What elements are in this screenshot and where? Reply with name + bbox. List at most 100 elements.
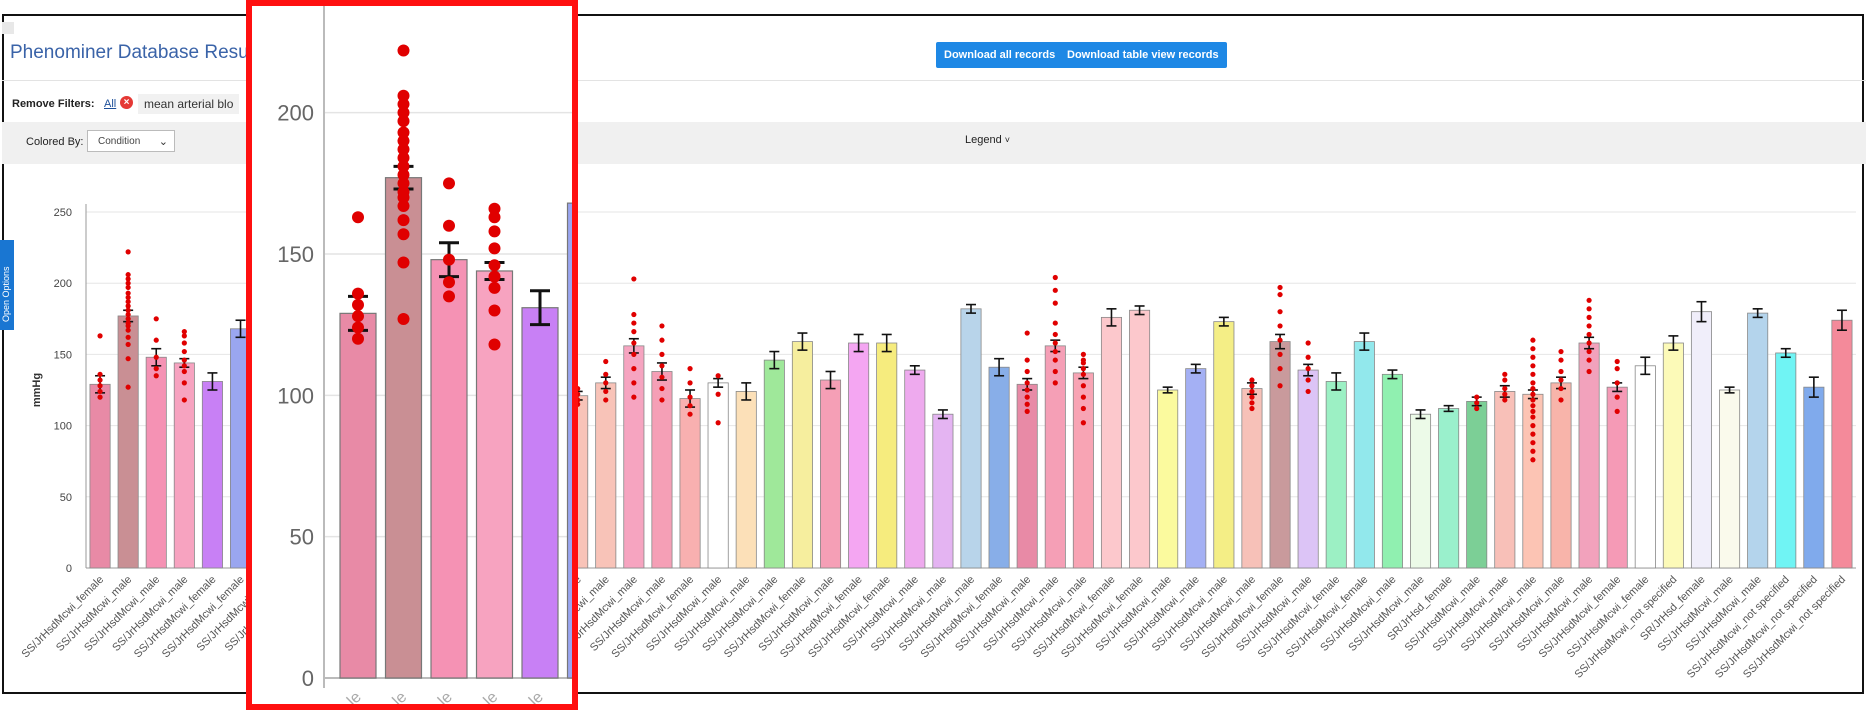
close-circle-icon[interactable]: × xyxy=(120,96,133,109)
data-point xyxy=(1530,346,1536,352)
data-point xyxy=(1080,394,1086,400)
data-point xyxy=(397,106,410,119)
bar xyxy=(932,413,954,569)
data-point xyxy=(181,348,187,355)
bar xyxy=(89,383,111,569)
data-point xyxy=(1530,457,1536,463)
data-point xyxy=(352,321,364,334)
data-point xyxy=(603,388,609,395)
data-point xyxy=(125,303,131,309)
data-point xyxy=(181,368,187,375)
data-point xyxy=(1052,300,1058,306)
bar xyxy=(1634,365,1656,569)
x-tick-label: le xyxy=(344,689,365,704)
data-point xyxy=(181,357,187,363)
filter-chip[interactable]: mean arterial blo xyxy=(138,94,240,114)
data-point xyxy=(631,329,637,335)
data-point xyxy=(125,294,131,301)
data-point xyxy=(125,307,131,313)
data-point xyxy=(603,371,609,377)
data-point xyxy=(1586,331,1592,338)
bar xyxy=(960,308,982,569)
data-point xyxy=(1530,440,1536,446)
data-point xyxy=(1249,400,1255,406)
bar xyxy=(1438,408,1460,569)
data-point xyxy=(1277,309,1283,315)
data-point xyxy=(97,333,103,339)
remove-filters-label: Remove Filters: xyxy=(12,98,95,110)
data-point xyxy=(1052,331,1058,338)
data-point xyxy=(1052,348,1058,355)
data-point xyxy=(1249,383,1255,389)
data-point xyxy=(631,311,637,318)
data-point xyxy=(1558,368,1564,375)
legend-toggle[interactable]: Legend ˅ xyxy=(965,134,1010,146)
data-point xyxy=(1558,357,1564,363)
data-point xyxy=(153,366,159,372)
data-point xyxy=(125,272,131,278)
download-all-button[interactable]: Download all records xyxy=(936,42,1064,68)
bar xyxy=(117,315,139,569)
data-point xyxy=(352,287,364,300)
data-point xyxy=(1530,423,1536,429)
data-point xyxy=(715,373,721,379)
data-point xyxy=(125,320,131,326)
bar xyxy=(1522,393,1544,569)
data-point xyxy=(1614,380,1620,386)
data-point xyxy=(1614,394,1620,400)
bar xyxy=(201,381,223,569)
data-point xyxy=(397,134,410,147)
data-point xyxy=(1080,357,1086,363)
bar xyxy=(595,382,617,569)
open-options-tab[interactable]: Open Options xyxy=(0,240,14,330)
data-point xyxy=(1530,380,1536,386)
chevron-down-icon: ˅ xyxy=(1004,135,1011,145)
bar xyxy=(1241,388,1263,569)
data-point xyxy=(659,351,665,357)
bar xyxy=(145,356,167,569)
data-point xyxy=(631,351,637,357)
data-point xyxy=(631,320,637,326)
data-point xyxy=(397,228,410,241)
download-table-button[interactable]: Download table view records xyxy=(1059,42,1227,68)
data-point xyxy=(659,374,665,380)
data-point xyxy=(1530,448,1536,454)
data-point xyxy=(153,337,159,343)
bar xyxy=(1662,342,1684,569)
data-point xyxy=(1474,400,1480,406)
data-point xyxy=(1052,340,1058,346)
y-tick-label: 100 xyxy=(54,421,72,433)
data-point xyxy=(1080,366,1086,372)
data-point xyxy=(631,380,637,386)
data-point xyxy=(1052,320,1058,326)
data-point xyxy=(1277,366,1283,372)
data-point xyxy=(1586,323,1592,329)
data-point xyxy=(1024,330,1030,336)
data-point xyxy=(1530,391,1536,397)
data-point xyxy=(603,380,609,386)
filter-all-link[interactable]: All xyxy=(104,98,117,110)
data-point xyxy=(97,394,103,400)
data-point xyxy=(1249,377,1255,383)
y-tick-label: 200 xyxy=(277,101,314,126)
data-point xyxy=(631,276,637,282)
colored-by-select[interactable]: Condition ⌄ xyxy=(87,130,175,152)
data-point xyxy=(1530,337,1536,343)
x-tick-label: le xyxy=(481,689,502,704)
data-point xyxy=(125,334,131,340)
bar xyxy=(173,362,195,569)
data-point xyxy=(97,388,103,395)
legend-label: Legend xyxy=(965,134,1002,146)
data-point xyxy=(1558,397,1564,403)
data-point xyxy=(1024,357,1030,363)
data-point xyxy=(488,304,501,317)
data-point xyxy=(1080,371,1086,377)
window-corner xyxy=(2,22,14,34)
y-tick-label: 200 xyxy=(54,278,72,290)
data-point xyxy=(397,98,410,111)
data-point xyxy=(1474,405,1480,412)
data-point xyxy=(603,397,609,403)
data-point xyxy=(1052,357,1058,363)
data-point xyxy=(397,214,410,227)
data-point xyxy=(1502,385,1508,392)
